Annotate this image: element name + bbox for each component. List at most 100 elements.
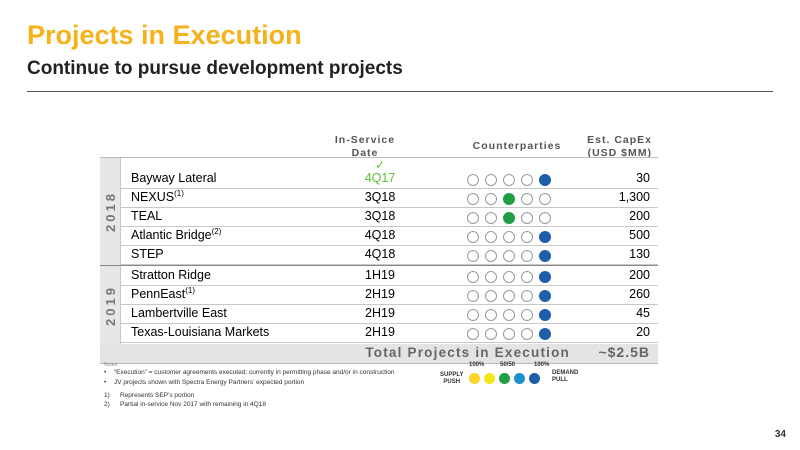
note-bullet: • “Execution” = customer agreements execu… <box>104 369 395 376</box>
in-service-header-line1: In-Service <box>334 134 396 146</box>
year-block-2019 <box>100 266 121 344</box>
project-name: NEXUS(1) <box>131 188 184 204</box>
counterparty-circle <box>539 309 551 321</box>
counterparty-circle <box>485 328 497 340</box>
table-row: Atlantic Bridge(2) 4Q18 500 <box>120 226 658 246</box>
in-service-date: 4Q18 <box>364 247 396 261</box>
counterparty-circle <box>521 250 533 262</box>
counterparty-indicator <box>467 290 551 302</box>
footnote: 2) Partial in-service Nov 2017 with remai… <box>104 401 266 408</box>
counterparty-circle <box>521 212 533 224</box>
notes-label: Notes: <box>104 362 119 368</box>
counterparty-circle <box>467 231 479 243</box>
counterparty-circle <box>467 193 479 205</box>
counterparty-circle <box>521 328 533 340</box>
year-label-2019: 2019 <box>102 284 118 326</box>
counterparty-indicator <box>467 212 551 224</box>
counterparty-circle <box>503 193 515 205</box>
year-label-2018: 2018 <box>102 191 118 232</box>
counterparty-circle <box>467 309 479 321</box>
counterparty-circle <box>503 250 515 262</box>
capex-header-line2: (USD $MM) <box>587 147 652 159</box>
counterparty-circle <box>467 174 479 186</box>
counterparty-circle <box>485 290 497 302</box>
year-block-2018 <box>100 158 121 265</box>
legend-pct-right: 100% <box>534 362 550 368</box>
table-row: Lambertville East 2H19 45 <box>120 304 658 324</box>
in-service-date: 3Q18 <box>364 209 396 223</box>
counterparty-circle <box>539 174 551 186</box>
counterparty-indicator <box>467 193 551 205</box>
counterparty-circle <box>521 290 533 302</box>
counterparty-circle <box>521 309 533 321</box>
total-label: Total Projects in Execution <box>365 345 570 360</box>
counterparty-circle <box>467 290 479 302</box>
counterparty-circle <box>539 250 551 262</box>
counterparty-circle <box>539 212 551 224</box>
project-name: Lambertville East <box>131 306 227 320</box>
counterparty-indicator <box>467 250 551 262</box>
counterparty-circle <box>485 193 497 205</box>
title-rule <box>27 91 773 92</box>
counterparty-circle <box>521 271 533 283</box>
footnote: 1) Represents SEP’s portion <box>104 392 195 399</box>
capex-header-line1: Est. CapEx <box>587 134 652 146</box>
legend-circle <box>514 373 525 384</box>
counterparty-legend: 100% 50/50 100% SUPPLY PUSH DEMAND PULL <box>440 362 610 392</box>
counterparty-circle <box>485 212 497 224</box>
project-name: STEP <box>131 247 164 261</box>
table-row: STEP 4Q18 130 <box>120 245 658 265</box>
in-service-date: 4Q17 <box>364 171 396 185</box>
table-row: TEAL 3Q18 200 <box>120 207 658 227</box>
counterparty-circle <box>485 174 497 186</box>
legend-circle <box>529 373 540 384</box>
counterparty-circle <box>539 231 551 243</box>
page-title: Projects in Execution <box>27 20 302 50</box>
page-number: 34 <box>774 429 786 440</box>
capex-value: 260 <box>629 287 650 301</box>
table-row: PennEast(1) 2H19 260 <box>120 285 658 305</box>
counterparty-circle <box>485 231 497 243</box>
capex-value: 200 <box>629 268 650 282</box>
counterparty-circle <box>467 328 479 340</box>
project-name: Texas-Louisiana Markets <box>131 325 270 339</box>
counterparty-circle <box>503 309 515 321</box>
legend-circle <box>484 373 495 384</box>
table-row: Texas-Louisiana Markets 2H19 20 <box>120 323 658 343</box>
legend-pct-left: 100% <box>469 362 485 368</box>
counterparty-indicator <box>467 231 551 243</box>
counterparty-circle <box>539 328 551 340</box>
legend-circle <box>469 373 480 384</box>
in-service-date: 3Q18 <box>364 190 396 204</box>
in-service-date: 2H19 <box>365 287 395 301</box>
page-subtitle: Continue to pursue development projects <box>27 58 403 79</box>
in-service-date: 2H19 <box>365 306 395 320</box>
counterparties-header: Counterparties <box>472 140 562 152</box>
capex-value: 30 <box>636 171 650 185</box>
counterparty-circle <box>503 212 515 224</box>
project-name: PennEast(1) <box>131 285 195 301</box>
note-text: JV projects shown with Spectra Energy Pa… <box>114 379 305 386</box>
legend-supply-push: SUPPLY PUSH <box>440 372 464 385</box>
counterparty-circle <box>467 212 479 224</box>
total-bar: Total Projects in Execution ~$2.5B <box>100 344 658 364</box>
table-row: NEXUS(1) 3Q18 1,300 <box>120 188 658 208</box>
note-text: “Execution” = customer agreements execut… <box>114 369 395 376</box>
capex-header: Est. CapEx (USD $MM) <box>582 134 652 160</box>
counterparty-circle <box>539 193 551 205</box>
capex-value: 1,300 <box>618 190 650 204</box>
counterparty-circle <box>503 271 515 283</box>
legend-pct-mid: 50/50 <box>500 362 516 368</box>
project-name: Atlantic Bridge(2) <box>131 226 222 242</box>
in-service-check-icon: ✓ <box>374 158 386 172</box>
table-row: Bayway Lateral ✓ 4Q17 30 <box>120 158 658 189</box>
capex-value: 200 <box>629 209 650 223</box>
counterparty-circle <box>521 231 533 243</box>
in-service-date: 2H19 <box>365 325 395 339</box>
counterparty-circle <box>521 193 533 205</box>
counterparty-circle <box>467 271 479 283</box>
capex-value: 20 <box>636 325 650 339</box>
total-value: ~$2.5B <box>598 344 650 360</box>
counterparty-circle <box>539 271 551 283</box>
in-service-header-line2: Date <box>351 147 379 159</box>
